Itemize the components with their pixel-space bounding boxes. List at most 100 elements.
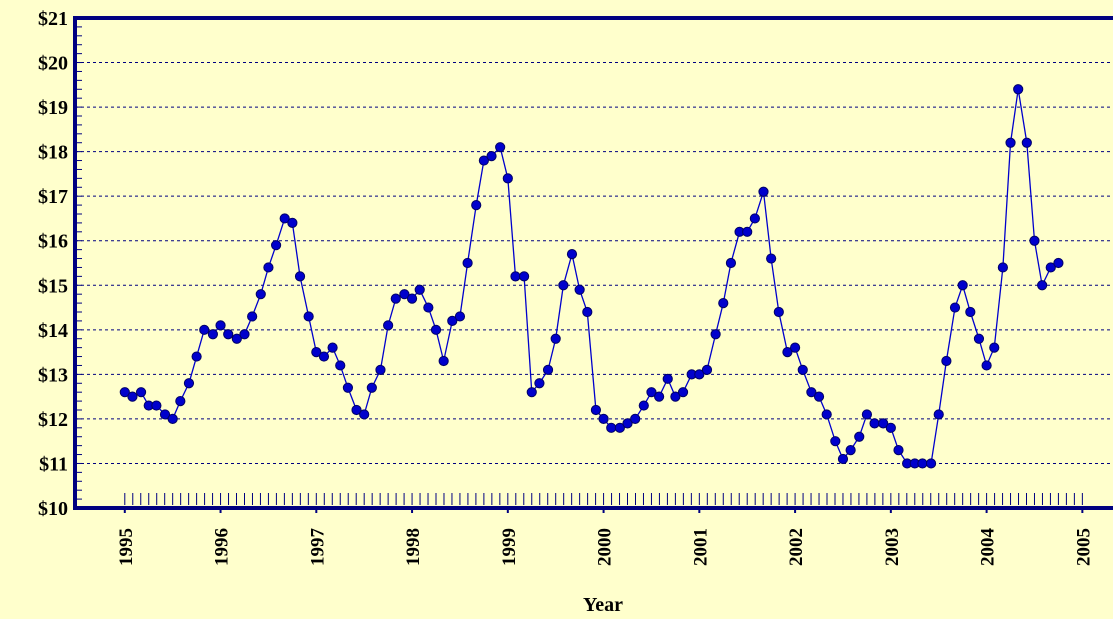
data-point bbox=[167, 413, 178, 425]
data-point bbox=[861, 409, 873, 420]
data-point bbox=[542, 364, 554, 376]
data-point bbox=[742, 226, 753, 237]
data-point bbox=[486, 150, 497, 162]
data-point bbox=[630, 413, 641, 425]
data-point bbox=[981, 360, 992, 371]
data-point bbox=[263, 262, 274, 273]
data-point bbox=[758, 186, 769, 197]
data-point bbox=[135, 387, 147, 398]
x-tick-label: 1996 bbox=[212, 528, 233, 566]
data-point bbox=[662, 373, 673, 384]
x-tick-label: 2000 bbox=[595, 528, 616, 566]
data-point bbox=[1005, 137, 1016, 148]
data-point bbox=[701, 364, 713, 376]
y-tick-label: $18 bbox=[38, 142, 68, 164]
data-point bbox=[438, 355, 449, 367]
y-tick-label: $15 bbox=[38, 275, 68, 297]
y-tick-label: $12 bbox=[38, 409, 68, 431]
data-point bbox=[582, 306, 593, 318]
data-point bbox=[342, 382, 354, 393]
data-point bbox=[502, 173, 513, 184]
data-point bbox=[558, 280, 569, 291]
data-point bbox=[806, 387, 817, 398]
data-point bbox=[845, 444, 856, 456]
y-tick-label: $16 bbox=[38, 231, 68, 253]
data-point bbox=[1053, 257, 1064, 269]
data-point bbox=[510, 271, 521, 282]
data-point bbox=[869, 418, 880, 429]
y-tick-label: $11 bbox=[39, 453, 68, 475]
data-point bbox=[821, 409, 832, 420]
data-point bbox=[638, 400, 649, 411]
data-point bbox=[925, 458, 937, 469]
data-point bbox=[878, 418, 889, 429]
data-point bbox=[430, 324, 442, 335]
data-point bbox=[399, 289, 410, 300]
data-point bbox=[797, 364, 808, 376]
x-tick-label: 2001 bbox=[690, 528, 711, 566]
data-point bbox=[423, 302, 434, 313]
data-point bbox=[215, 320, 226, 331]
data-point bbox=[471, 199, 482, 211]
data-point bbox=[255, 289, 266, 300]
data-point bbox=[351, 404, 362, 416]
y-tick-label: $20 bbox=[38, 53, 68, 75]
x-axis-label: Year bbox=[583, 594, 623, 616]
data-point bbox=[830, 436, 841, 447]
data-point bbox=[518, 271, 530, 282]
data-point bbox=[534, 378, 545, 389]
x-tick-label: 1997 bbox=[307, 528, 328, 567]
data-point bbox=[989, 342, 1000, 353]
y-tick-label: $17 bbox=[38, 186, 68, 208]
data-point bbox=[462, 257, 473, 269]
data-point bbox=[917, 458, 928, 469]
data-point bbox=[159, 409, 171, 420]
data-point bbox=[478, 155, 489, 166]
x-tick-label: 2005 bbox=[1073, 528, 1094, 566]
data-point bbox=[789, 342, 801, 353]
x-tick-label: 1999 bbox=[499, 528, 520, 566]
data-point bbox=[454, 311, 466, 322]
data-point bbox=[294, 271, 306, 282]
data-point bbox=[813, 391, 825, 402]
data-point bbox=[303, 311, 314, 322]
data-point bbox=[933, 409, 944, 420]
data-point bbox=[366, 382, 377, 393]
data-point bbox=[335, 360, 346, 371]
data-point bbox=[614, 422, 625, 433]
data-point bbox=[965, 306, 976, 318]
data-point bbox=[223, 329, 234, 340]
data-point bbox=[646, 387, 657, 398]
data-point bbox=[893, 444, 904, 456]
x-tick-label: 1998 bbox=[403, 528, 424, 566]
data-point bbox=[949, 302, 961, 313]
data-point bbox=[1021, 137, 1032, 148]
data-point bbox=[239, 329, 250, 340]
data-point bbox=[127, 391, 138, 402]
y-tick-label: $21 bbox=[38, 8, 68, 30]
data-point bbox=[670, 391, 681, 402]
data-point bbox=[854, 431, 865, 442]
data-point bbox=[598, 413, 609, 425]
data-point bbox=[119, 387, 130, 398]
data-point bbox=[279, 213, 290, 224]
data-point bbox=[590, 404, 602, 416]
data-point bbox=[270, 240, 282, 251]
data-point bbox=[997, 262, 1008, 273]
data-point bbox=[566, 248, 578, 260]
data-point bbox=[247, 311, 258, 322]
y-tick-label: $13 bbox=[38, 364, 68, 386]
data-point bbox=[390, 293, 401, 304]
data-point bbox=[973, 333, 985, 344]
data-point bbox=[885, 422, 896, 433]
data-point bbox=[199, 324, 210, 335]
data-point bbox=[957, 280, 968, 291]
data-point bbox=[151, 400, 162, 411]
data-point bbox=[574, 284, 585, 295]
data-point bbox=[710, 329, 721, 340]
data-point bbox=[526, 387, 537, 398]
data-point bbox=[287, 217, 298, 229]
data-point bbox=[837, 453, 849, 465]
data-point bbox=[318, 351, 330, 362]
